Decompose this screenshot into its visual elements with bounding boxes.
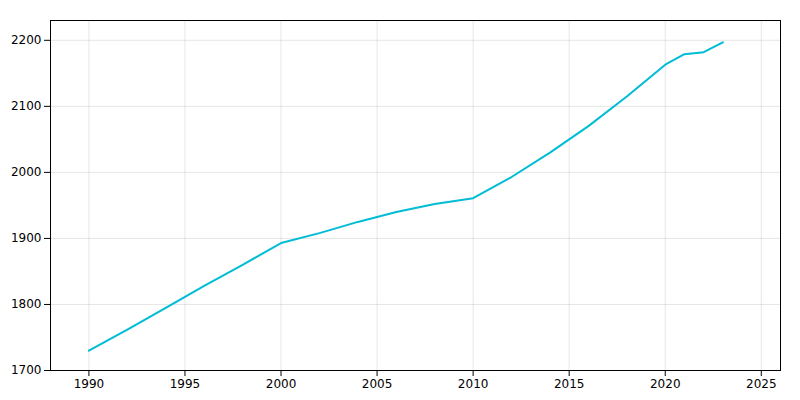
svg-text:2020: 2020: [650, 377, 681, 391]
svg-text:1700: 1700: [11, 363, 42, 377]
svg-text:1995: 1995: [170, 377, 201, 391]
svg-text:2010: 2010: [458, 377, 489, 391]
svg-text:2000: 2000: [11, 165, 42, 179]
svg-text:2015: 2015: [554, 377, 585, 391]
svg-text:2025: 2025: [746, 377, 777, 391]
svg-text:1990: 1990: [74, 377, 105, 391]
svg-text:2000: 2000: [266, 377, 297, 391]
svg-text:2005: 2005: [362, 377, 393, 391]
svg-text:2100: 2100: [11, 99, 42, 113]
svg-text:1900: 1900: [11, 231, 42, 245]
svg-text:1800: 1800: [11, 297, 42, 311]
svg-text:2200: 2200: [11, 33, 42, 47]
